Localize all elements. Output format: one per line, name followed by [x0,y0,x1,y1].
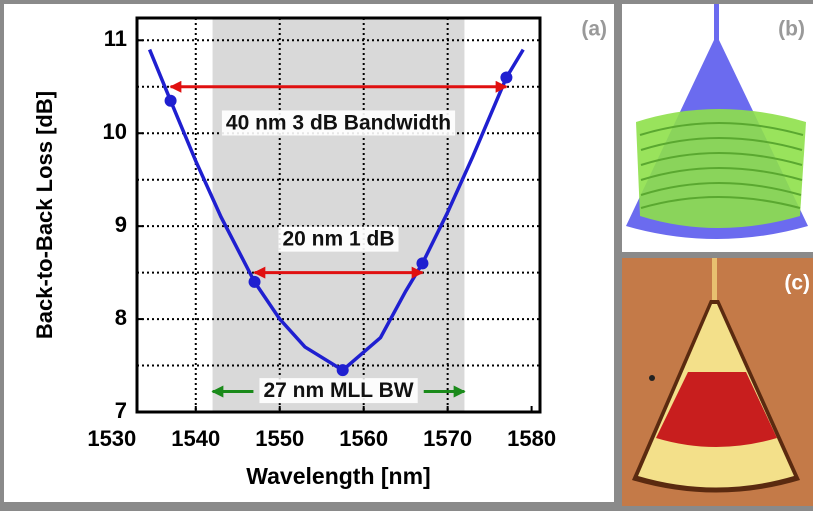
y-tick-label: 7 [115,398,127,423]
y-tick-label: 11 [104,26,127,51]
shaded-span [213,18,465,412]
panel-label: (b) [778,18,805,41]
data-point [337,364,349,376]
x-tick-label: 1550 [255,426,304,451]
data-point [416,257,428,269]
x-tick-label: 1530 [87,426,136,451]
figure: (a) (b) (c) 7 8 9 10 11 1530 1540 1550 1560 1570 1… [0,0,813,506]
y-tick-label: 10 [103,119,127,144]
x-tick-label: 1560 [339,426,388,451]
data-point [500,71,512,83]
panel-label: (c) [784,272,810,295]
x-tick-label: 1540 [171,426,220,451]
data-point [249,276,261,288]
y-tick-label: 8 [115,305,127,330]
data-point [165,95,177,107]
x-axis-title: Wavelength [nm] [246,463,430,489]
y-axis-title: Back-to-Back Loss [dB] [32,91,57,339]
panel-label: (a) [581,18,607,41]
annotation-label: 27 nm MLL BW [263,379,413,402]
page: (a) (b) (c) 7 8 9 10 11 1530 1540 1550 1560 1570 1… [0,0,813,506]
x-tick-label: 1580 [507,426,556,451]
annotation-label: 40 nm 3 dB Bandwidth [226,111,451,134]
y-tick-label: 9 [115,212,127,237]
x-tick-label: 1570 [423,426,472,451]
annotation-label: 20 nm 1 dB [282,228,394,251]
